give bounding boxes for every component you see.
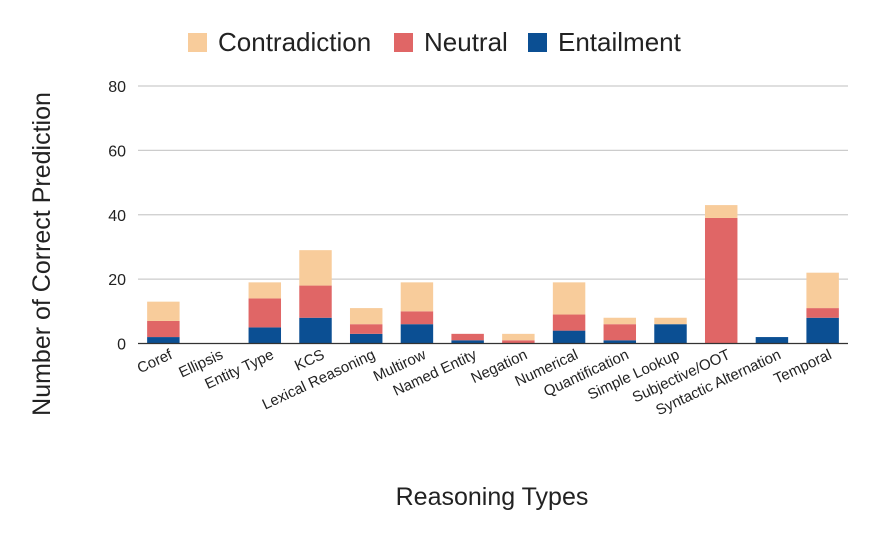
bar-multirow-neutral [400,311,434,325]
gridlines [138,85,848,280]
bar-simple-lookup-contradiction [654,317,687,325]
bar-numerical-entailment [552,330,586,344]
bar-quantification-neutral [603,324,637,341]
bar-temporal-neutral [806,308,839,318]
bar-coref-contradiction [147,301,180,321]
bar-named-entity-entailment [451,340,484,344]
bar-syntactic-alternation-entailment [755,337,789,344]
y-tick-label-80: 80 [108,79,126,96]
legend-swatch-neutral [394,33,413,52]
x-tick-label-temporal: Temporal [771,346,834,387]
bar-entity-type-contradiction [248,282,282,299]
y-tick-label-20: 20 [108,272,126,289]
y-tick-label-0: 0 [117,337,126,354]
bar-numerical-neutral [552,314,586,331]
y-axis-title: Number of Correct Prediction [28,92,56,416]
bar-temporal-contradiction [806,272,839,309]
bar-kcs-neutral [299,285,332,318]
bar-simple-lookup-entailment [654,324,687,344]
bar-multirow-entailment [400,324,434,344]
legend-label-contradiction: Contradiction [218,27,371,57]
y-tick-label-60: 60 [108,143,126,160]
bar-lexical-reasoning-neutral [349,324,383,334]
x-tick-label-coref: Coref [135,346,176,377]
bar-coref-entailment [147,337,180,344]
bar-subjective-oot-contradiction [704,205,738,218]
legend-label-neutral: Neutral [424,27,508,57]
y-axis-ticks: 0 20 40 60 80 [108,79,126,354]
bars [147,205,839,344]
bar-kcs-entailment [299,317,332,344]
bar-numerical-contradiction [552,282,586,315]
bar-temporal-entailment [806,317,839,344]
bar-named-entity-neutral [451,333,484,341]
bar-kcs-contradiction [299,250,332,286]
y-tick-label-40: 40 [108,208,126,225]
bar-lexical-reasoning-contradiction [349,308,383,325]
bar-entity-type-entailment [248,327,282,344]
legend-label-entailment: Entailment [558,27,682,57]
bar-subjective-oot-neutral [704,217,738,344]
bar-entity-type-neutral [248,298,282,328]
legend-swatch-entailment [528,33,547,52]
bar-negation-neutral [502,340,535,344]
bar-multirow-contradiction [400,282,434,312]
bar-negation-contradiction [502,333,535,341]
bar-lexical-reasoning-entailment [349,333,383,344]
bar-quantification-contradiction [603,317,637,325]
legend: Contradiction Neutral Entailment [188,27,682,57]
bar-coref-neutral [147,320,180,338]
x-axis-title: Reasoning Types [396,483,589,511]
bar-quantification-entailment [603,340,637,344]
legend-swatch-contradiction [188,33,207,52]
